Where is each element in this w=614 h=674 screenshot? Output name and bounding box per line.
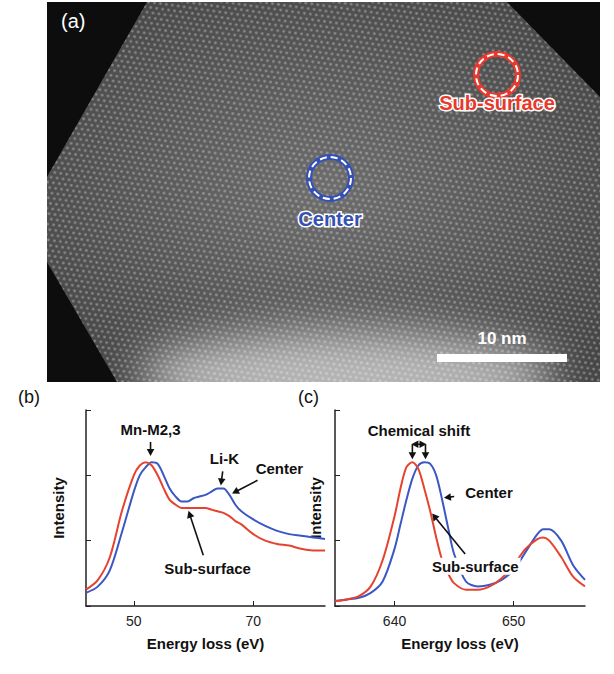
svg-text:50: 50 [126,613,142,629]
svg-text:Mn-M2,3: Mn-M2,3 [121,421,181,438]
svg-text:Center: Center [298,208,362,230]
svg-text:Energy loss (eV): Energy loss (eV) [401,635,519,652]
svg-text:70: 70 [246,613,262,629]
svg-text:Intensity: Intensity [307,477,324,539]
svg-text:650: 650 [502,613,526,629]
svg-text:Sub-surface: Sub-surface [432,558,519,575]
svg-text:Center: Center [256,460,304,477]
svg-text:(c): (c) [298,388,319,407]
svg-text:640: 640 [383,613,407,629]
svg-text:Center: Center [465,484,513,501]
svg-text:Energy loss (eV): Energy loss (eV) [147,635,265,652]
svg-text:Sub-surface: Sub-surface [164,560,251,577]
svg-text:Intensity: Intensity [50,477,67,539]
svg-text:(b): (b) [18,388,40,407]
svg-text:Sub-surface: Sub-surface [439,92,555,114]
svg-text:(a): (a) [61,10,85,32]
svg-text:10 nm: 10 nm [477,329,526,348]
svg-text:Li-K: Li-K [210,450,239,467]
svg-text:Chemical shift: Chemical shift [368,422,471,439]
